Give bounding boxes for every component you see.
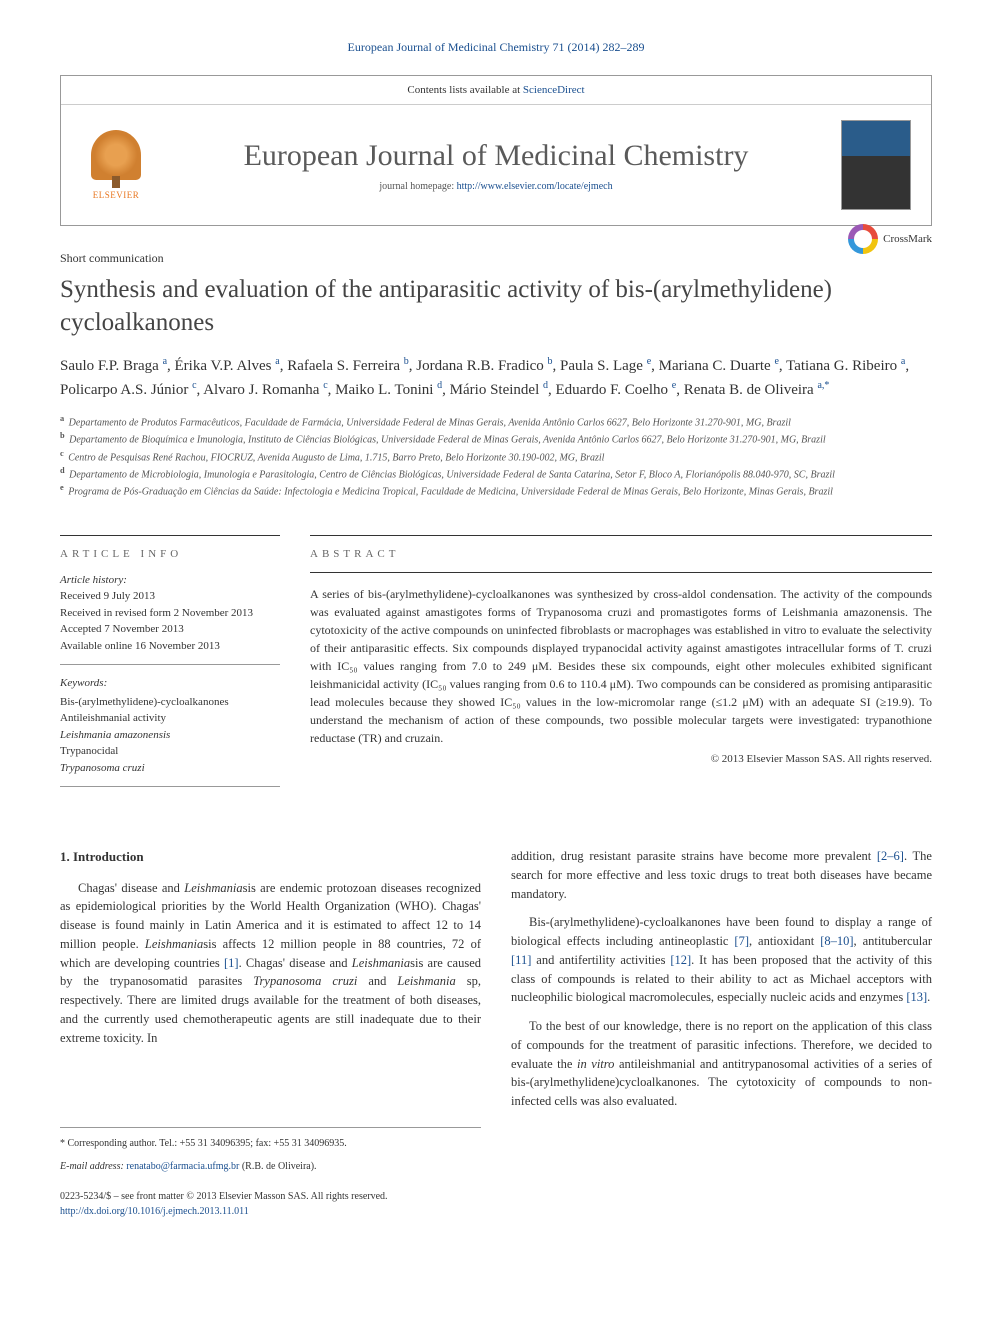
intro-para-4: To the best of our knowledge, there is n… [511, 1017, 932, 1111]
crossmark-icon [848, 224, 878, 254]
homepage-label: journal homepage: [379, 181, 456, 192]
keyword: Bis-(arylmethylidene)-cycloalkanones [60, 694, 280, 711]
article-type: Short communication [60, 251, 932, 266]
doi-link[interactable]: http://dx.doi.org/10.1016/j.ejmech.2013.… [60, 1206, 249, 1217]
article-info-heading: ARTICLE INFO [60, 535, 280, 560]
homepage-link[interactable]: http://www.elsevier.com/locate/ejmech [457, 181, 613, 192]
intro-para-3: Bis-(arylmethylidene)-cycloalkanones hav… [511, 913, 932, 1007]
corresponding-author: * Corresponding author. Tel.: +55 31 340… [60, 1136, 481, 1151]
affiliations: a Departamento de Produtos Farmacêuticos… [60, 413, 932, 500]
journal-homepage: journal homepage: http://www.elsevier.co… [151, 181, 841, 192]
keyword: Trypanosoma cruzi [60, 760, 280, 777]
affiliation-a: a Departamento de Produtos Farmacêuticos… [60, 413, 932, 430]
email-label: E-mail address: [60, 1161, 126, 1172]
contents-text: Contents lists available at [407, 84, 522, 96]
bottom-copyright: 0223-5234/$ – see front matter © 2013 El… [60, 1189, 932, 1219]
email-name: (R.B. de Oliveira). [239, 1161, 316, 1172]
intro-para-2: addition, drug resistant parasite strain… [511, 847, 932, 903]
authors-list: Saulo F.P. Braga a, Érika V.P. Alves a, … [60, 354, 932, 401]
keyword: Antileishmanial activity [60, 710, 280, 727]
crossmark-label: CrossMark [883, 233, 932, 245]
issn-line: 0223-5234/$ – see front matter © 2013 El… [60, 1191, 388, 1202]
abstract-copyright: © 2013 Elsevier Masson SAS. All rights r… [310, 753, 932, 765]
article-title: Synthesis and evaluation of the antipara… [60, 274, 932, 339]
journal-header: Contents lists available at ScienceDirec… [60, 75, 932, 226]
accepted-date: Accepted 7 November 2013 [60, 623, 184, 635]
journal-cover-thumb [841, 120, 911, 210]
intro-heading: 1. Introduction [60, 847, 481, 867]
footer: * Corresponding author. Tel.: +55 31 340… [60, 1127, 481, 1174]
affiliation-d: d Departamento de Microbiologia, Imunolo… [60, 465, 932, 482]
affiliation-c: c Centro de Pesquisas René Rachou, FIOCR… [60, 448, 932, 465]
intro-para-1: Chagas' disease and Leishmaniasis are en… [60, 879, 481, 1048]
elsevier-text: ELSEVIER [93, 190, 140, 200]
affiliation-b: b Departamento de Bioquímica e Imunologi… [60, 430, 932, 447]
received-date: Received 9 July 2013 [60, 590, 155, 602]
abstract-heading: ABSTRACT [310, 535, 932, 560]
history-label: Article history: [60, 574, 127, 586]
online-date: Available online 16 November 2013 [60, 640, 220, 652]
journal-title: European Journal of Medicinal Chemistry [151, 139, 841, 173]
elsevier-tree-icon [91, 130, 141, 180]
elsevier-logo: ELSEVIER [81, 125, 151, 205]
keywords-block: Keywords: Bis-(arylmethylidene)-cycloalk… [60, 675, 280, 787]
contents-listing: Contents lists available at ScienceDirec… [61, 76, 931, 105]
keywords-label: Keywords: [60, 675, 280, 692]
citation-line: European Journal of Medicinal Chemistry … [60, 40, 932, 55]
email-line: E-mail address: renatabo@farmacia.ufmg.b… [60, 1159, 481, 1174]
crossmark-badge[interactable]: CrossMark [848, 224, 932, 254]
affiliation-e: e Programa de Pós-Graduação em Ciências … [60, 482, 932, 499]
sciencedirect-link[interactable]: ScienceDirect [523, 84, 585, 96]
email-link[interactable]: renatabo@farmacia.ufmg.br [126, 1161, 239, 1172]
abstract-text: A series of bis-(arylmethylidene)-cycloa… [310, 572, 932, 747]
article-history: Article history: Received 9 July 2013 Re… [60, 572, 280, 666]
keyword: Leishmania amazonensis [60, 727, 280, 744]
revised-date: Received in revised form 2 November 2013 [60, 607, 253, 619]
keyword: Trypanocidal [60, 743, 280, 760]
